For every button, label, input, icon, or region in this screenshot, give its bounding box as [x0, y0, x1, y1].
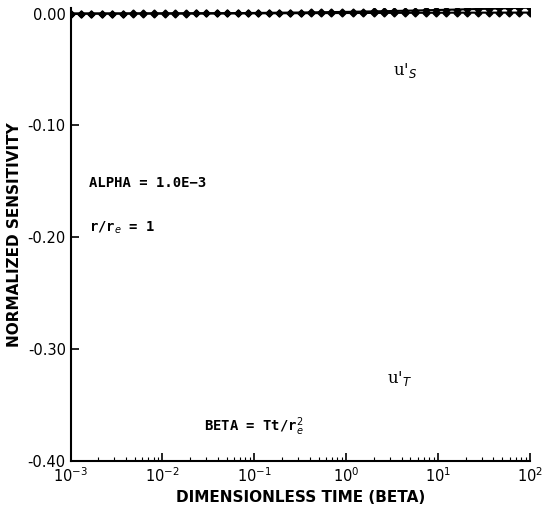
Text: u'$_T$: u'$_T$ — [387, 369, 412, 388]
Text: u'$_S$: u'$_S$ — [393, 61, 417, 80]
Text: BETA = Tt/r$_e^2$: BETA = Tt/r$_e^2$ — [204, 415, 303, 438]
Y-axis label: NORMALIZED SENSITIVITY: NORMALIZED SENSITIVITY — [7, 122, 22, 347]
Text: r/r$_e$ = 1: r/r$_e$ = 1 — [89, 220, 156, 236]
X-axis label: DIMENSIONLESS TIME (BETA): DIMENSIONLESS TIME (BETA) — [175, 490, 425, 505]
Text: ALPHA = 1.0E−3: ALPHA = 1.0E−3 — [89, 176, 207, 190]
